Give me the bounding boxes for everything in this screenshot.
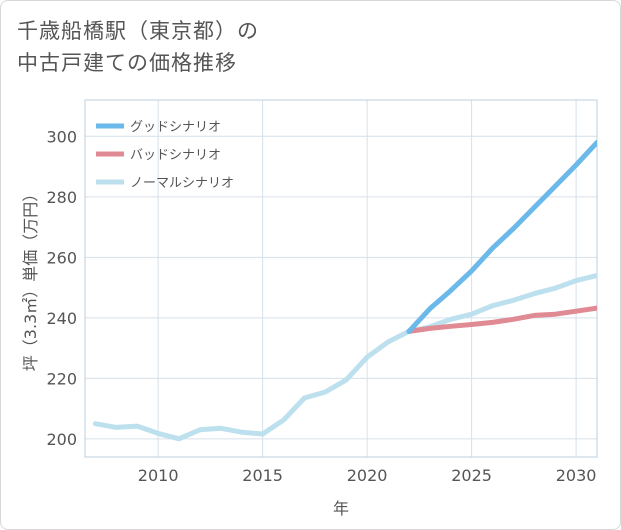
chart-title-line-1: 千歳船橋駅（東京都）の [17, 19, 259, 43]
series-line-2 [92, 273, 597, 442]
x-tick-label: 2020 [347, 466, 388, 485]
y-axis-label: 坪（3.3㎡）単価（万円） [21, 186, 40, 371]
series-layer [92, 139, 597, 442]
chart-title-line-2: 中古戸建ての価格推移 [17, 51, 237, 75]
y-tick-label: 200 [46, 430, 77, 449]
tick-labels: 2010 2015 2020 2025 2030 200 220 240 260 280 300 [46, 127, 596, 485]
legend-label-0: グッドシナリオ [130, 120, 221, 135]
legend-label-2: ノーマルシナリオ [130, 176, 234, 191]
x-tick-label: 2010 [138, 466, 179, 485]
chart-title: 千歳船橋駅（東京都）の 中古戸建ての価格推移 [17, 15, 259, 79]
y-tick-label: 240 [46, 309, 77, 328]
series-line-1 [406, 305, 597, 334]
y-tick-label: 220 [46, 369, 77, 388]
y-tick-label: 280 [46, 188, 77, 207]
x-axis-label: 年 [333, 499, 349, 518]
x-tick-label: 2025 [451, 466, 492, 485]
series-line-0 [406, 139, 597, 334]
y-tick-label: 260 [46, 248, 77, 267]
plot-area [84, 99, 598, 458]
legend-label-1: バッドシナリオ [130, 148, 221, 163]
x-tick-label: 2015 [242, 466, 283, 485]
y-tick-label: 300 [46, 127, 77, 146]
x-tick-label: 2030 [556, 466, 597, 485]
